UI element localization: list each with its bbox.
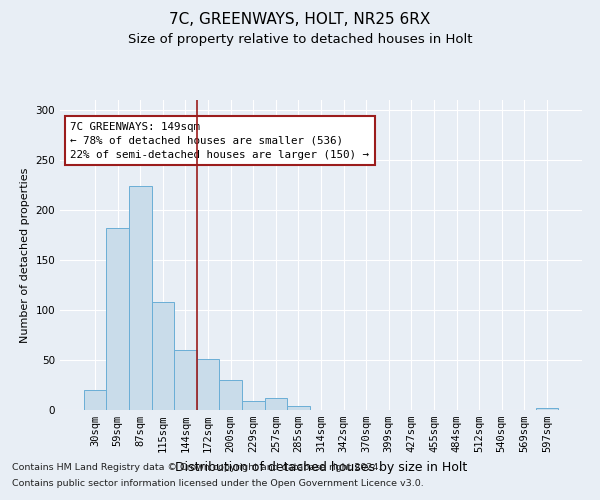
- Bar: [152, 302, 174, 410]
- Text: Size of property relative to detached houses in Holt: Size of property relative to detached ho…: [128, 32, 472, 46]
- Text: Contains HM Land Registry data © Crown copyright and database right 2024.: Contains HM Land Registry data © Crown c…: [12, 464, 382, 472]
- Bar: [536, 408, 558, 410]
- Y-axis label: Number of detached properties: Number of detached properties: [20, 168, 30, 342]
- X-axis label: Distribution of detached houses by size in Holt: Distribution of detached houses by size …: [175, 460, 467, 473]
- Text: 7C, GREENWAYS, HOLT, NR25 6RX: 7C, GREENWAYS, HOLT, NR25 6RX: [169, 12, 431, 28]
- Text: Contains public sector information licensed under the Open Government Licence v3: Contains public sector information licen…: [12, 478, 424, 488]
- Bar: [287, 406, 310, 410]
- Bar: [265, 398, 287, 410]
- Bar: [197, 359, 220, 410]
- Bar: [106, 228, 129, 410]
- Bar: [242, 401, 265, 410]
- Bar: [220, 380, 242, 410]
- Text: 7C GREENWAYS: 149sqm
← 78% of detached houses are smaller (536)
22% of semi-deta: 7C GREENWAYS: 149sqm ← 78% of detached h…: [70, 122, 370, 160]
- Bar: [174, 350, 197, 410]
- Bar: [129, 186, 152, 410]
- Bar: [84, 390, 106, 410]
